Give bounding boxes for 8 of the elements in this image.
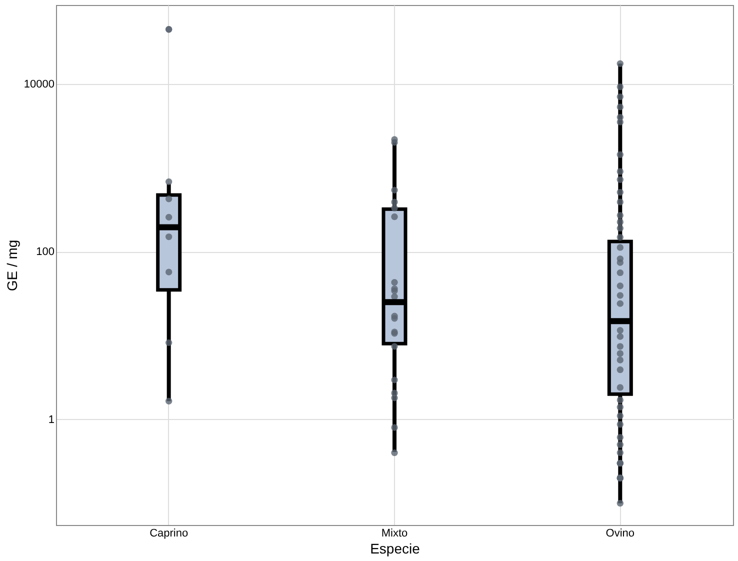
x-tick-label: Ovino xyxy=(606,528,635,540)
x-axis-title: Especie xyxy=(370,540,420,556)
y-tick-label: 100 xyxy=(36,246,54,258)
x-tick-label: Mixto xyxy=(381,528,408,540)
y-tick-label: 10000 xyxy=(24,78,54,90)
x-tick-label: Caprino xyxy=(150,528,188,540)
y-tick-label: 1 xyxy=(48,414,54,426)
y-axis-title: GE / mg xyxy=(4,240,20,292)
